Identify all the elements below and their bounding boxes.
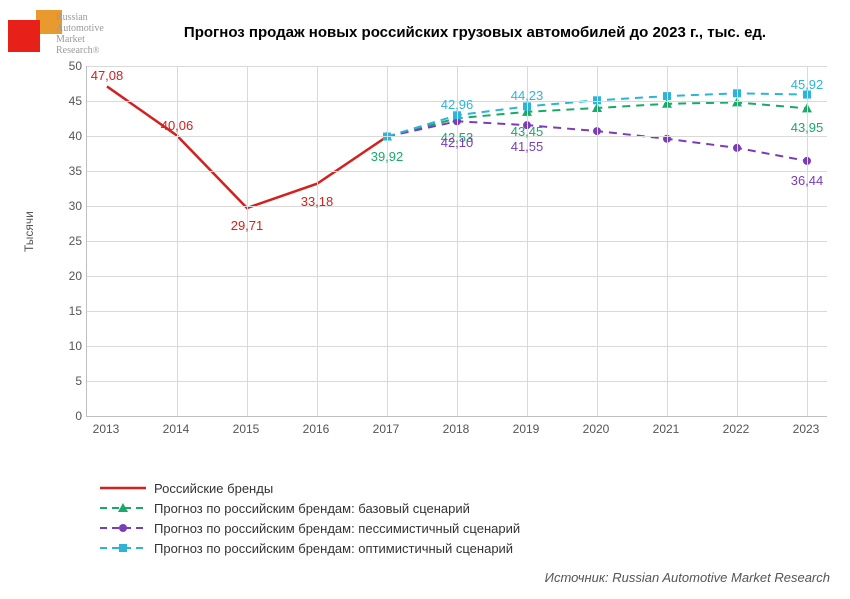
gridline-v — [247, 66, 248, 416]
legend-swatch — [100, 500, 146, 516]
y-tick: 25 — [62, 234, 82, 248]
gridline-v — [387, 66, 388, 416]
legend-swatch — [100, 520, 146, 536]
legend-item: Российские бренды — [100, 478, 520, 498]
x-tick: 2015 — [233, 422, 260, 436]
x-tick: 2013 — [93, 422, 120, 436]
y-tick: 15 — [62, 304, 82, 318]
y-tick: 30 — [62, 199, 82, 213]
x-tick: 2022 — [723, 422, 750, 436]
data-label: 43,95 — [791, 120, 824, 135]
gridline-v — [597, 66, 598, 416]
logo-square-red — [8, 20, 40, 52]
data-label: 47,08 — [91, 68, 124, 83]
gridline-v — [527, 66, 528, 416]
x-tick: 2018 — [443, 422, 470, 436]
x-tick: 2019 — [513, 422, 540, 436]
x-tick: 2020 — [583, 422, 610, 436]
data-label: 43,45 — [511, 124, 544, 139]
gridline-v — [667, 66, 668, 416]
gridline-v — [317, 66, 318, 416]
y-tick: 5 — [62, 374, 82, 388]
legend-swatch — [100, 480, 146, 496]
data-label: 42,96 — [441, 97, 474, 112]
data-label: 44,23 — [511, 88, 544, 103]
data-label: 29,71 — [231, 218, 264, 233]
y-tick: 45 — [62, 94, 82, 108]
x-tick: 2023 — [793, 422, 820, 436]
gridline-v — [737, 66, 738, 416]
chart: Тысячи 47,0840,0629,7133,1839,9242,5343,… — [32, 62, 832, 462]
gridline-v — [807, 66, 808, 416]
x-tick: 2016 — [303, 422, 330, 436]
y-tick: 35 — [62, 164, 82, 178]
x-tick: 2014 — [163, 422, 190, 436]
legend-swatch — [100, 540, 146, 556]
y-tick: 40 — [62, 129, 82, 143]
data-label: 42,10 — [441, 135, 474, 150]
logo-text: Russian Automotive Market Research® — [56, 12, 104, 56]
legend: Российские бренды Прогноз по российским б… — [100, 478, 520, 558]
y-tick: 10 — [62, 339, 82, 353]
data-label: 40,06 — [161, 118, 194, 133]
y-tick: 0 — [62, 409, 82, 423]
logo: Russian Automotive Market Research® — [8, 6, 118, 58]
gridline-v — [457, 66, 458, 416]
y-tick: 20 — [62, 269, 82, 283]
data-label: 39,92 — [371, 149, 404, 164]
legend-item: Прогноз по российским брендам: базовый с… — [100, 498, 520, 518]
data-label: 36,44 — [791, 173, 824, 188]
legend-label: Российские бренды — [154, 481, 273, 496]
legend-item: Прогноз по российским брендам: оптимисти… — [100, 538, 520, 558]
y-axis-label: Тысячи — [22, 211, 36, 252]
chart-title: Прогноз продаж новых российских грузовых… — [140, 24, 810, 41]
data-label: 41,55 — [511, 139, 544, 154]
source-text: Источник: Russian Automotive Market Rese… — [545, 570, 830, 585]
legend-label: Прогноз по российским брендам: пессимист… — [154, 521, 520, 536]
legend-label: Прогноз по российским брендам: базовый с… — [154, 501, 470, 516]
x-tick: 2021 — [653, 422, 680, 436]
data-label: 45,92 — [791, 77, 824, 92]
plot-area: 47,0840,0629,7133,1839,9242,5343,4543,95… — [86, 66, 827, 417]
data-label: 33,18 — [301, 194, 334, 209]
y-tick: 50 — [62, 59, 82, 73]
x-tick: 2017 — [373, 422, 400, 436]
legend-label: Прогноз по российским брендам: оптимисти… — [154, 541, 513, 556]
legend-item: Прогноз по российским брендам: пессимист… — [100, 518, 520, 538]
